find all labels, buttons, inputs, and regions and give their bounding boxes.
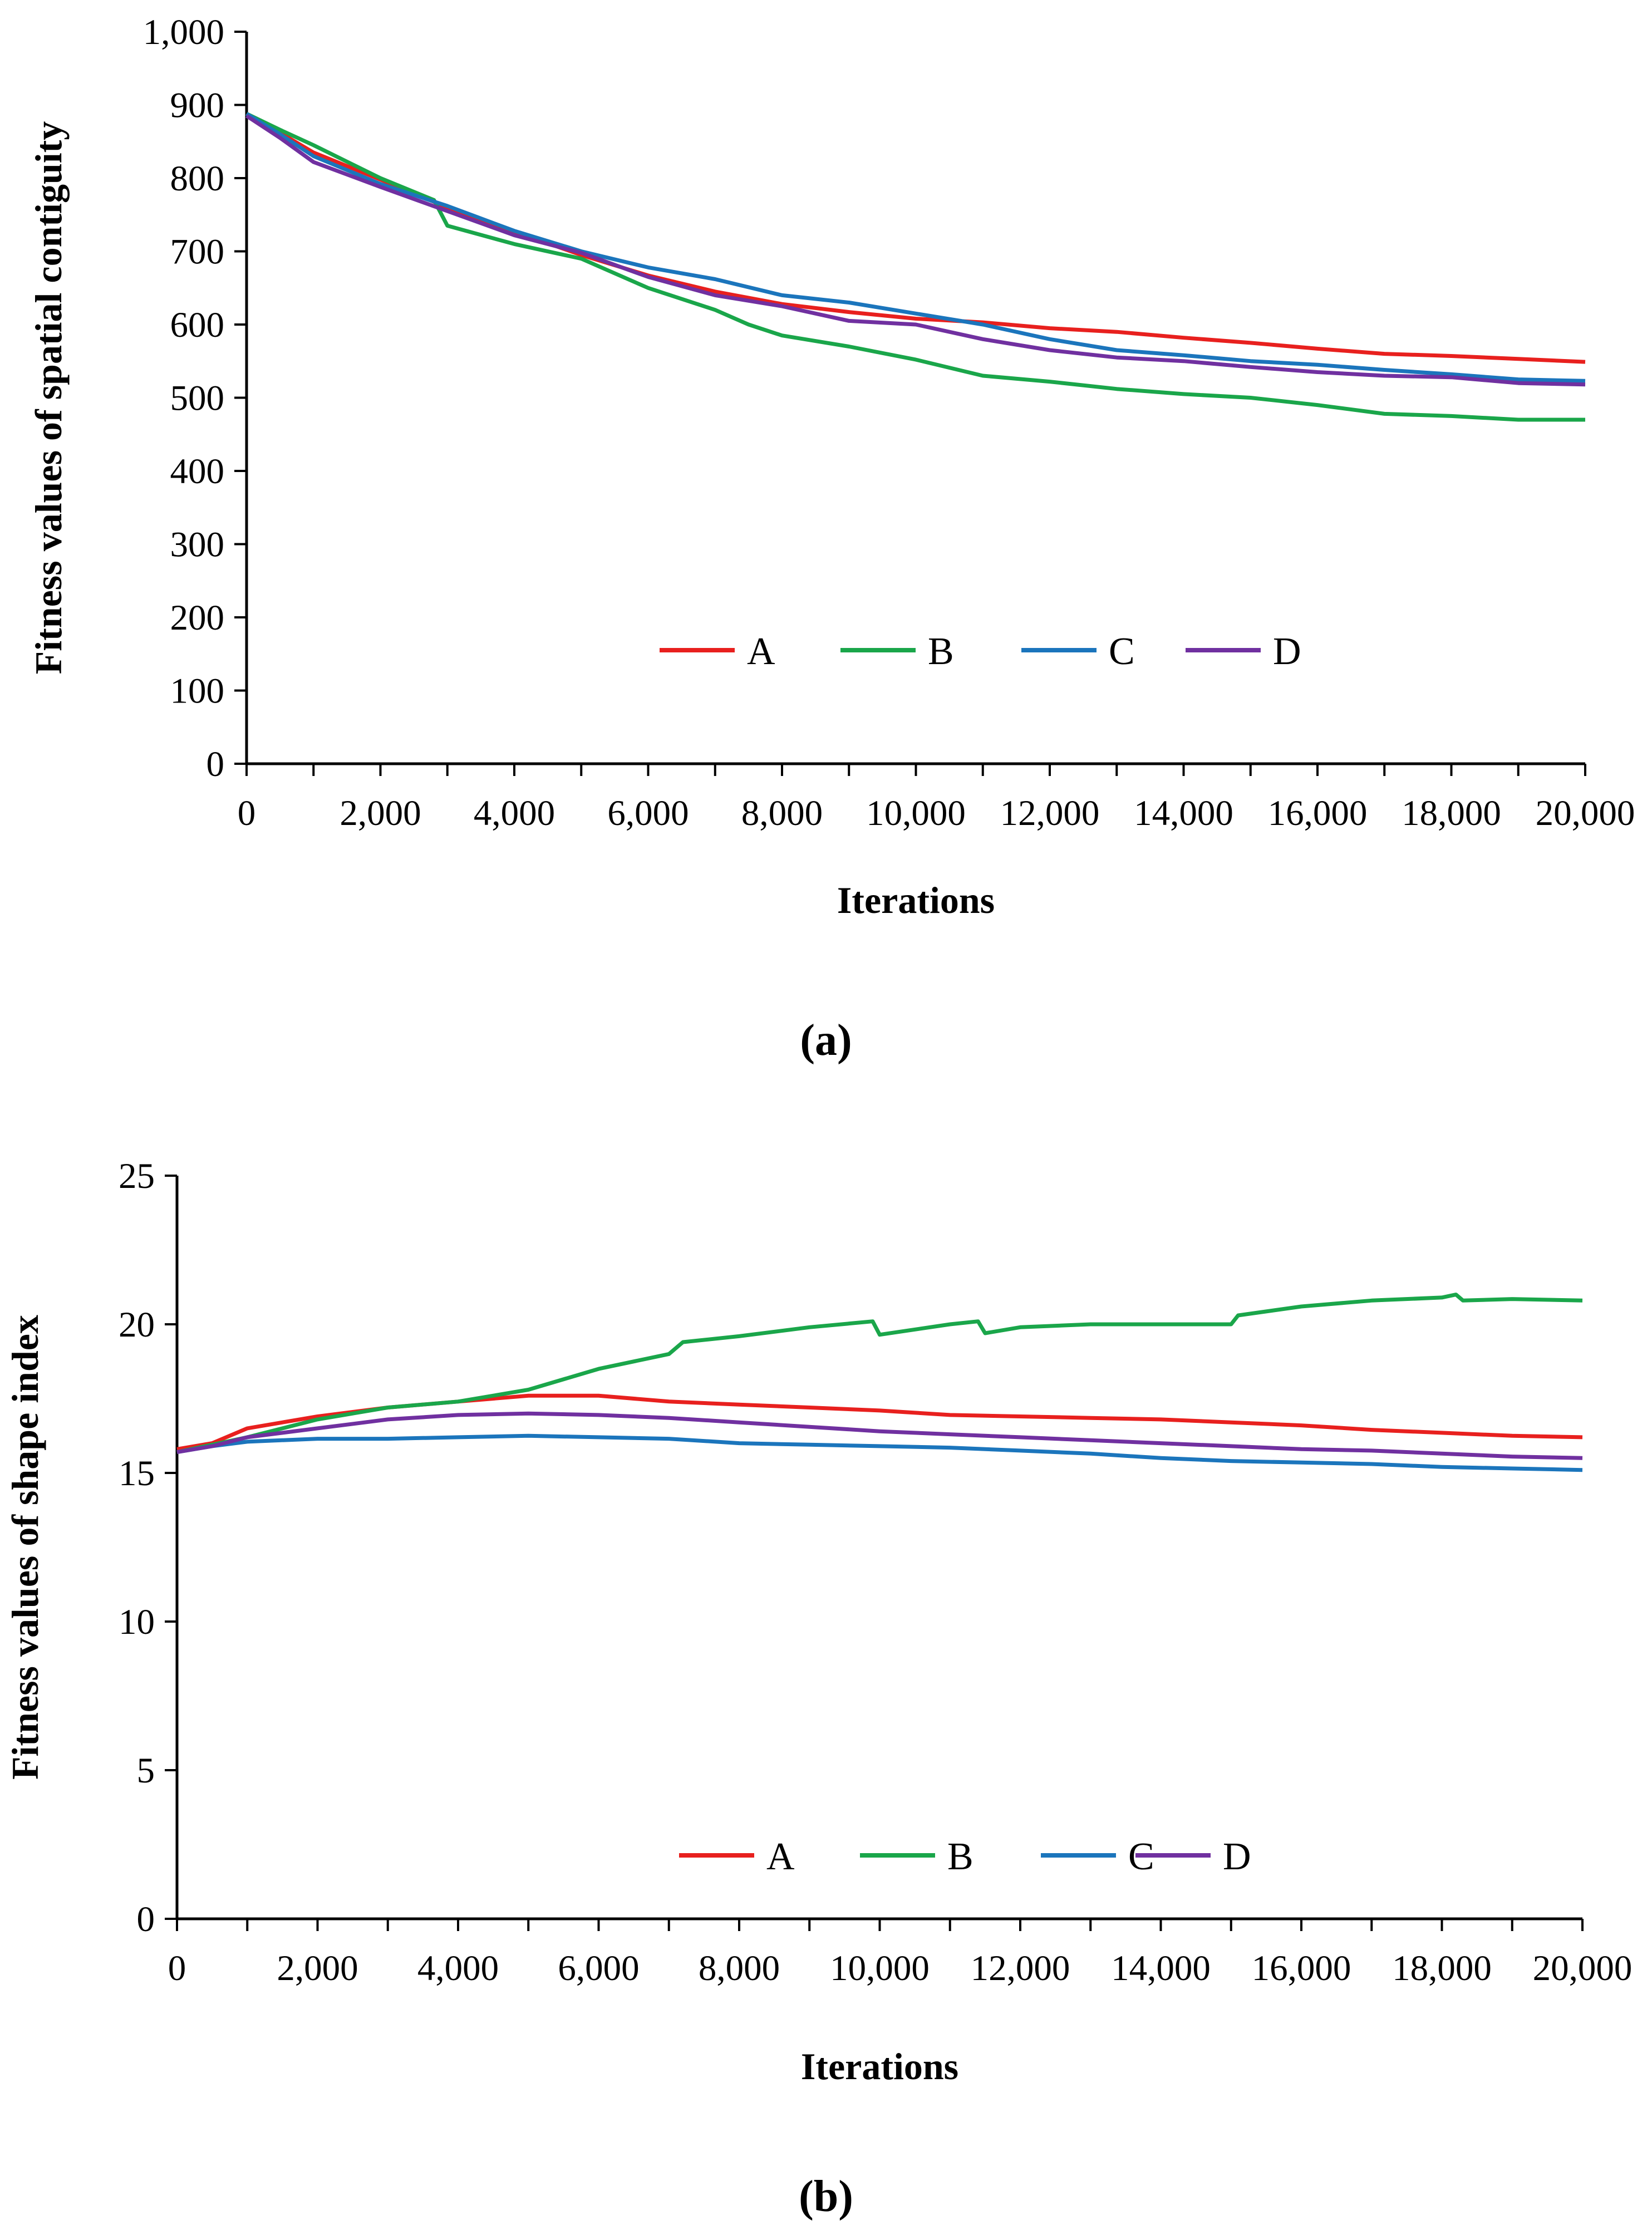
y-tick-label: 25 [119,1156,155,1196]
legend-label-c: C [1109,630,1135,673]
x-tick-label: 18,000 [1402,793,1501,833]
x-axis-title-a: Iterations [837,879,995,921]
panel-caption-b: (b) [799,2172,853,2221]
y-tick-label: 900 [170,86,225,126]
y-tick-label: 10 [119,1602,155,1642]
legend-label-a: A [747,630,775,673]
x-tick-label: 4,000 [417,1948,499,1988]
x-tick-label: 16,000 [1268,793,1368,833]
legend-label-d: D [1223,1835,1251,1878]
y-tick-label: 100 [170,671,225,711]
y-tick-label: 400 [170,451,225,492]
x-tick-label: 2,000 [340,793,421,833]
y-tick-label: 15 [119,1453,155,1494]
series-group-a [245,112,1586,422]
panel-caption-a: (a) [800,1016,852,1065]
series-line-d [176,1411,1583,1460]
x-tick-label: 10,000 [866,793,966,833]
series-line-b [245,112,1585,422]
y-axis-title-a: Fitness values of spatial contiguity [27,121,70,675]
legend-label-d: D [1273,630,1301,673]
y-tick-label: 0 [206,744,225,784]
y-tick-label: 300 [170,525,225,565]
legend-label-b: B [928,630,954,673]
chart-panel-a: 0 2,000 4,000 6,000 8,000 10,000 12,000 14,000 1… [27,12,1635,1065]
chart-panel-b: 0 2,000 4,000 6,000 8,000 10,000 12,000 14,000 1… [4,1156,1632,2221]
x-tick-label: 14,000 [1134,793,1233,833]
x-tick-label: 12,000 [971,1948,1070,1988]
x-ticks-b: 0 2,000 4,000 6,000 8,000 10,000 12,000 14,000 1… [168,1919,1633,1988]
x-tick-label: 20,000 [1536,793,1635,833]
y-tick-label: 800 [170,159,225,199]
x-tick-label: 10,000 [830,1948,930,1988]
y-tick-label: 200 [170,598,225,638]
series-line-b [176,1293,1583,1455]
y-axis-title-b: Fitness values of shape index [4,1315,46,1780]
x-tick-label: 8,000 [741,793,823,833]
x-tick-label: 6,000 [558,1948,639,1988]
y-tick-label: 0 [137,1899,155,1939]
series-line-d [245,114,1586,387]
x-ticks-a: 0 2,000 4,000 6,000 8,000 10,000 12,000 14,000 1… [238,764,1635,833]
x-tick-label: 8,000 [699,1948,780,1988]
y-ticks-a: 0 100 200 300 400 500 600 700 800 900 1,000 [143,12,247,784]
x-tick-label: 0 [168,1948,186,1988]
y-tick-label: 20 [119,1305,155,1345]
x-tick-label: 12,000 [1000,793,1100,833]
x-tick-label: 6,000 [607,793,689,833]
legend-label-a: A [766,1835,795,1878]
x-axis-title-b: Iterations [801,2045,958,2087]
y-tick-label: 500 [170,379,225,419]
x-tick-label: 18,000 [1392,1948,1492,1988]
x-tick-label: 0 [238,793,256,833]
y-tick-label: 600 [170,305,225,345]
legend-label-b: B [947,1835,974,1878]
x-tick-label: 2,000 [277,1948,358,1988]
x-tick-label: 16,000 [1252,1948,1351,1988]
y-tick-label: 1,000 [143,12,224,52]
series-group-b [176,1293,1583,1472]
x-tick-label: 4,000 [474,793,555,833]
legend-a: A B C D [660,630,1301,673]
y-tick-label: 700 [170,232,225,272]
series-line-c [176,1433,1583,1472]
y-ticks-b: 0 5 10 15 20 25 [119,1156,177,1939]
x-tick-label: 14,000 [1111,1948,1211,1988]
series-line-a [176,1393,1583,1451]
x-tick-label: 20,000 [1533,1948,1633,1988]
y-tick-label: 5 [137,1751,155,1791]
series-line-c [245,112,1586,383]
